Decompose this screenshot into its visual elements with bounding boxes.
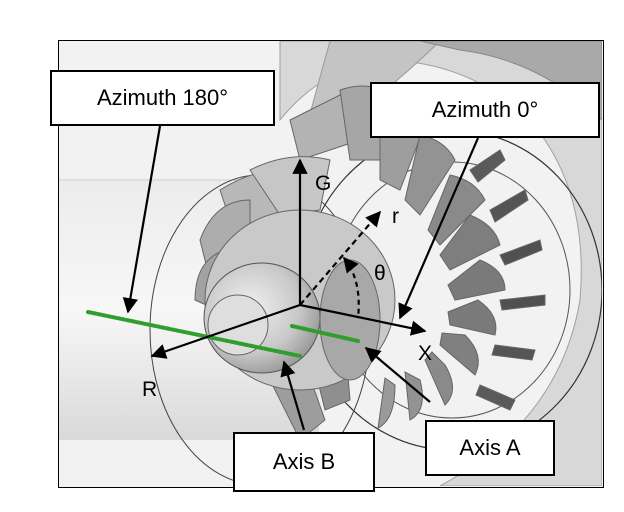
label-r-small: r (392, 205, 399, 229)
callout-azimuth-0: Azimuth 0° (370, 82, 600, 138)
label-r-big: R (142, 378, 157, 402)
label-x: X (418, 342, 432, 366)
label-g: G (315, 172, 331, 196)
label-theta: θ (374, 262, 386, 286)
callout-azimuth-180: Azimuth 180° (50, 70, 275, 126)
callout-axis-a: Axis A (425, 420, 555, 476)
callout-axis-b: Axis B (233, 432, 375, 492)
